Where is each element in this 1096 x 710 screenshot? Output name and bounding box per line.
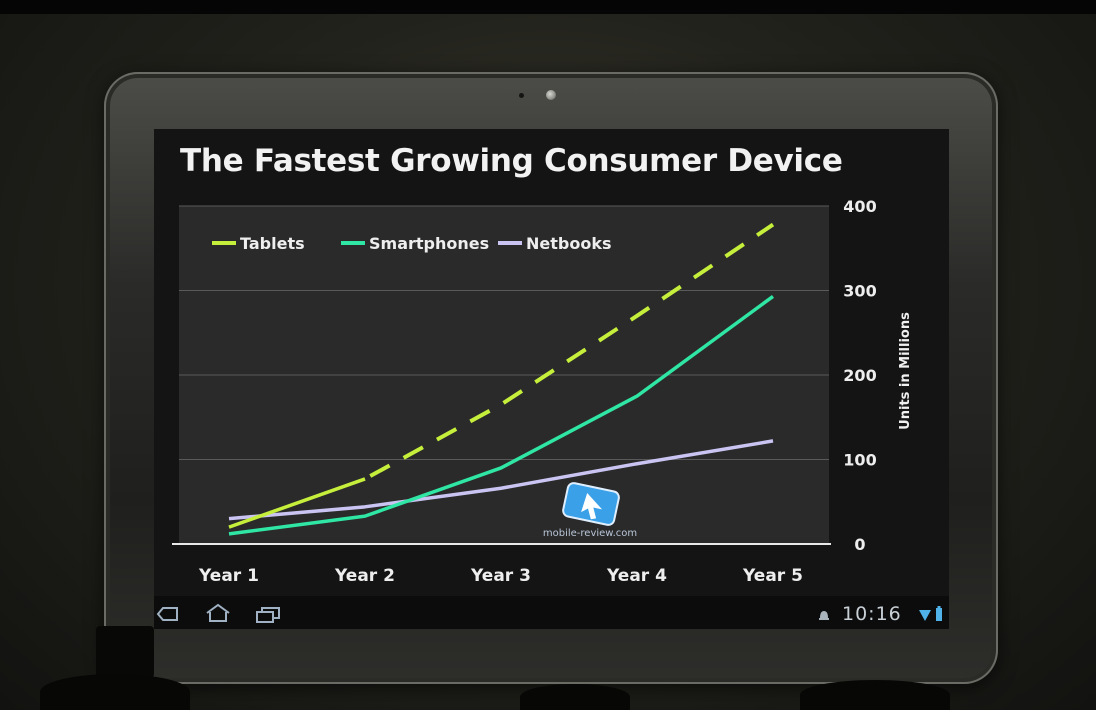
y-tick-label: 0 bbox=[854, 535, 865, 554]
y-tick-label: 100 bbox=[843, 451, 876, 470]
front-camera bbox=[546, 90, 556, 100]
back-icon[interactable] bbox=[154, 606, 180, 622]
status-clock: 10:16 bbox=[842, 603, 902, 625]
watermark-text: mobile-review.com bbox=[542, 528, 638, 539]
home-icon[interactable] bbox=[204, 603, 232, 623]
y-axis-label: Units in Millions bbox=[898, 312, 913, 430]
top-black-band bbox=[0, 0, 1096, 14]
tablets-line-dashed bbox=[364, 222, 775, 481]
watermark-icon bbox=[562, 482, 620, 526]
battery-icon bbox=[936, 606, 942, 621]
netbooks-line bbox=[228, 439, 774, 521]
gridlines bbox=[179, 205, 829, 460]
tablets-line-solid bbox=[228, 477, 366, 529]
legend-label: Tablets bbox=[240, 234, 305, 253]
legend-label: Smartphones bbox=[369, 234, 489, 253]
light-sensor bbox=[519, 93, 524, 98]
tablet-screen: The Fastest Growing Consumer Device 0 100… bbox=[154, 129, 949, 629]
series-lines bbox=[228, 222, 775, 536]
legend-label: Netbooks bbox=[526, 234, 612, 253]
wifi-icon bbox=[919, 610, 931, 621]
presenter-silhouette bbox=[96, 626, 154, 678]
y-tick-label: 300 bbox=[843, 282, 876, 301]
audience-head bbox=[40, 674, 190, 710]
slide-title: The Fastest Growing Consumer Device bbox=[180, 143, 843, 179]
audience-head bbox=[800, 680, 950, 710]
x-tick-label: Year 2 bbox=[334, 566, 395, 586]
x-tick-label: Year 1 bbox=[198, 566, 259, 586]
x-tick-label: Year 5 bbox=[742, 566, 803, 586]
recent-apps-icon[interactable] bbox=[254, 606, 282, 624]
legend: Tablets Smartphones Netbooks bbox=[212, 234, 612, 253]
x-tick-label: Year 3 bbox=[470, 566, 531, 586]
x-tick-labels: Year 1 Year 2 Year 3 Year 4 Year 5 bbox=[198, 566, 803, 586]
smartphones-line bbox=[228, 295, 775, 536]
watermark-logo: mobile-review.com bbox=[534, 479, 646, 545]
x-tick-label: Year 4 bbox=[606, 566, 667, 586]
system-bar bbox=[154, 596, 949, 629]
y-tick-labels: 0 100 200 300 400 bbox=[843, 197, 876, 554]
notification-icon[interactable] bbox=[818, 608, 830, 622]
audience-head bbox=[520, 684, 630, 710]
y-tick-label: 200 bbox=[843, 366, 876, 385]
y-tick-label: 400 bbox=[843, 197, 876, 216]
